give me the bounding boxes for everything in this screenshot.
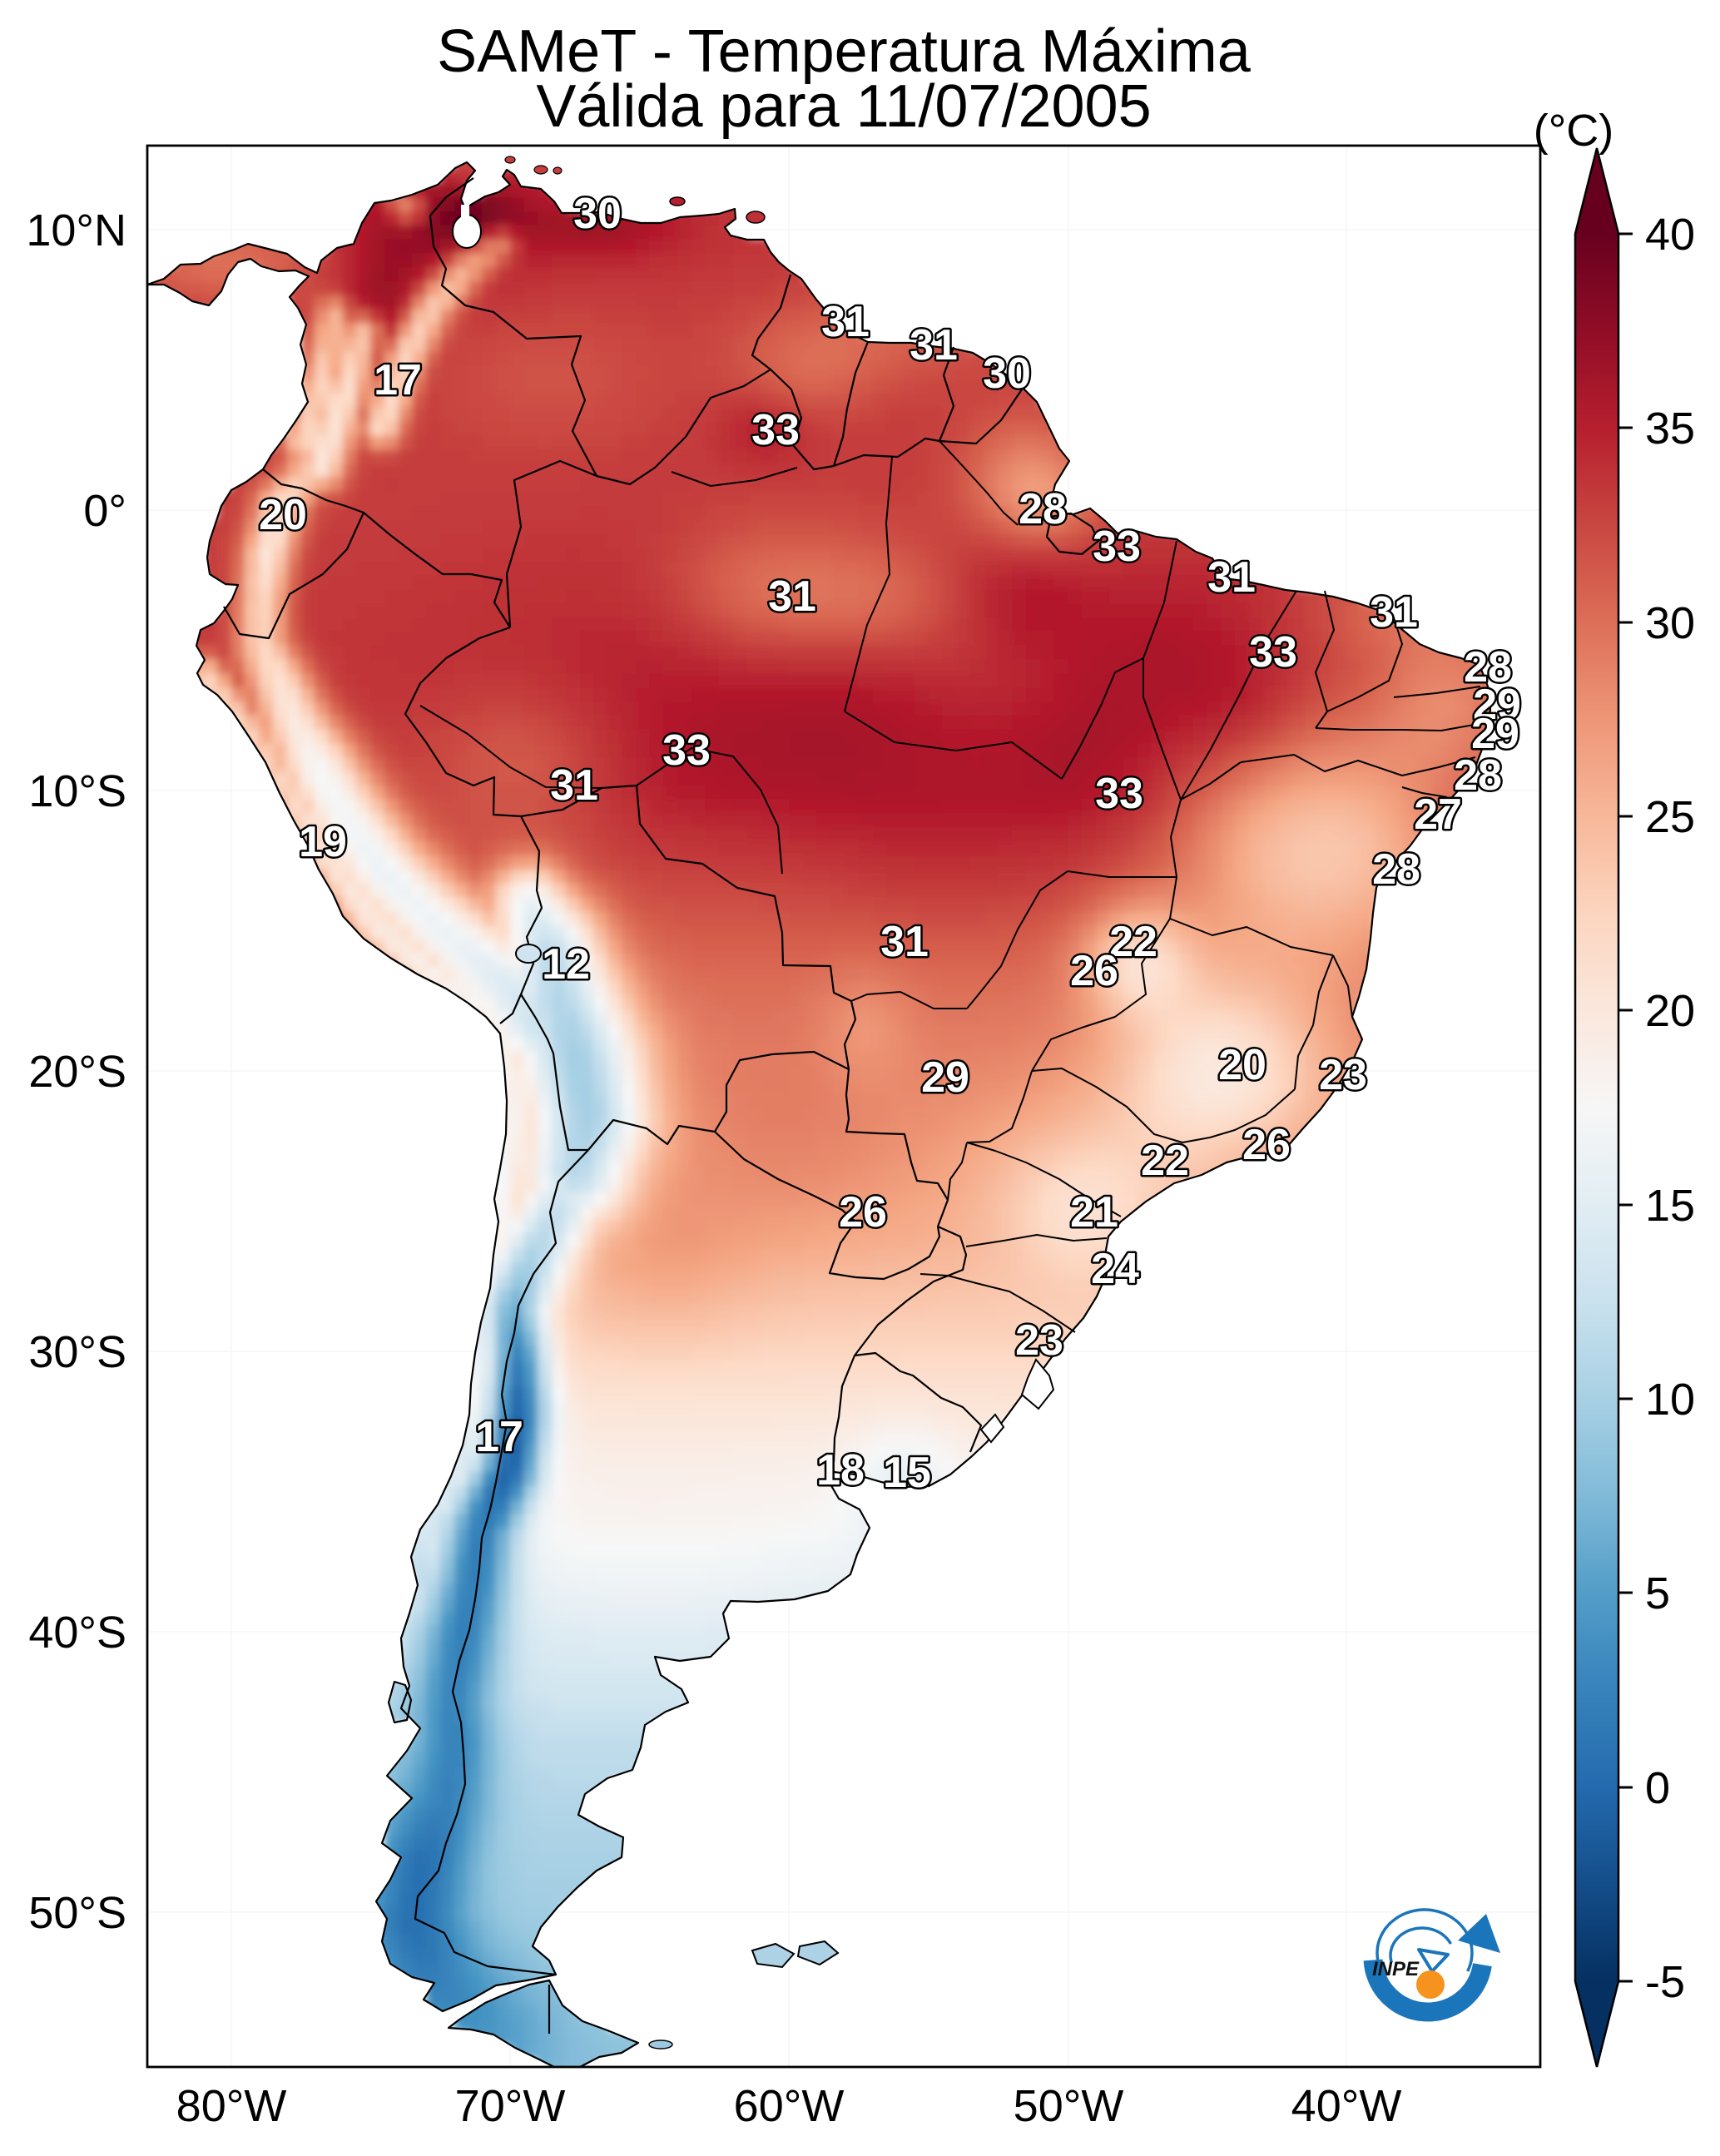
svg-text:50°W: 50°W	[1014, 2081, 1124, 2131]
svg-text:10°N: 10°N	[26, 206, 126, 255]
svg-text:80°W: 80°W	[176, 2081, 287, 2131]
svg-text:20°S: 20°S	[28, 1047, 126, 1097]
svg-text:(°C): (°C)	[1534, 106, 1614, 156]
svg-text:10°S: 10°S	[28, 766, 126, 816]
svg-text:30°S: 30°S	[28, 1327, 126, 1377]
svg-text:40°S: 40°S	[28, 1608, 126, 1658]
svg-text:50°S: 50°S	[28, 1888, 126, 1938]
svg-text:Válida para 11/07/2005: Válida para 11/07/2005	[536, 73, 1151, 140]
svg-text:40°W: 40°W	[1291, 2081, 1402, 2131]
svg-text:0°: 0°	[83, 486, 126, 536]
svg-text:70°W: 70°W	[455, 2081, 566, 2131]
svg-text:60°W: 60°W	[734, 2081, 845, 2131]
